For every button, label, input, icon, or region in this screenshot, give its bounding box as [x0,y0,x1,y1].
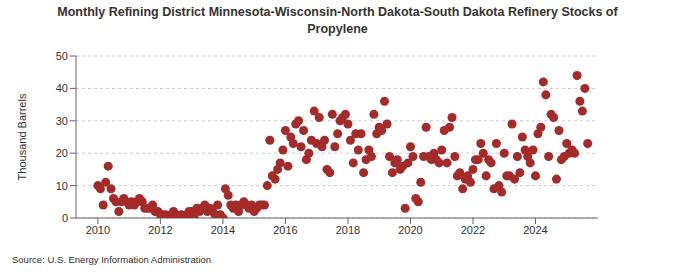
svg-text:2012: 2012 [148,224,172,236]
html-text:Source: U.S. Energy Informatio: Source: U.S. Energy Information Administ… [12,254,212,265]
svg-text:30: 30 [56,115,68,127]
html-text:Monthly Refining District Minn: Monthly Refining District Minnesota-Wisc… [57,5,618,36]
svg-text:0: 0 [62,212,68,224]
svg-text:40: 40 [56,82,68,94]
svg-text:10: 10 [56,180,68,192]
svg-text:2018: 2018 [336,224,360,236]
svg-text:2016: 2016 [273,224,297,236]
svg-text:50: 50 [56,50,68,62]
svg-text:2022: 2022 [461,224,485,236]
svg-text:Thousand Barrels: Thousand Barrels [16,93,28,180]
svg-text:2014: 2014 [211,224,235,236]
svg-text:20: 20 [56,147,68,159]
svg-text:2024: 2024 [523,224,547,236]
svg-text:2020: 2020 [398,224,422,236]
svg-text:2010: 2010 [86,224,110,236]
